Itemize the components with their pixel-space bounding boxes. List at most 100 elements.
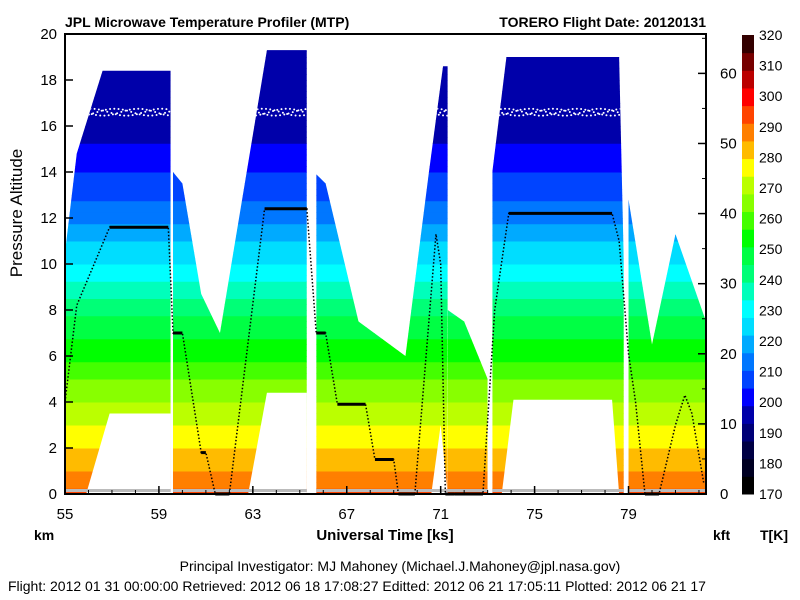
tropopause-point	[323, 110, 326, 113]
tropopause-point	[363, 113, 366, 116]
tropopause-point	[85, 108, 88, 111]
tropopause-point	[191, 112, 194, 115]
temperature-band	[316, 258, 448, 265]
temperature-band	[316, 40, 447, 46]
temperature-band	[447, 373, 488, 380]
tropopause-point	[239, 112, 242, 115]
temperature-band	[628, 350, 706, 357]
tropopause-point	[612, 109, 615, 112]
kft-tick-label: 60	[720, 65, 737, 82]
temperature-band	[316, 384, 448, 391]
temperature-band	[173, 315, 307, 322]
temperature-band	[492, 338, 624, 345]
tropopause-point	[300, 108, 303, 111]
temperature-band	[628, 246, 706, 253]
temperature-band	[447, 413, 488, 420]
tropopause-point	[556, 107, 559, 110]
tropopause-point	[506, 112, 509, 115]
kft-unit-label: kft	[713, 527, 730, 543]
tropopause-point	[111, 113, 114, 116]
colorbar-tick-label: 290	[759, 119, 783, 135]
temperature-band	[492, 310, 624, 317]
tropopause-point	[364, 107, 367, 110]
temperature-band	[629, 143, 706, 149]
temperature-band	[316, 350, 448, 357]
temperature-band	[316, 108, 448, 115]
tropopause-point	[553, 113, 556, 116]
temperature-band	[173, 143, 307, 150]
tropopause-point	[166, 114, 169, 117]
temperature-band	[316, 436, 448, 443]
tropopause-point	[107, 114, 110, 117]
temperature-band	[65, 154, 171, 161]
tropopause-point	[253, 110, 256, 113]
temperature-band	[629, 120, 706, 126]
temperature-band	[492, 62, 624, 69]
tropopause-point	[571, 107, 574, 110]
tropopause-point	[235, 113, 238, 116]
temperature-band	[448, 235, 488, 241]
tropopause-point	[288, 107, 291, 110]
temperature-band	[448, 97, 488, 103]
temperature-band	[447, 442, 488, 449]
temperature-band	[492, 57, 624, 58]
tropopause-point	[334, 114, 337, 117]
temperature-band	[65, 310, 171, 317]
tropopause-point	[162, 113, 165, 116]
temperature-band	[447, 425, 488, 432]
temperature-band	[65, 402, 171, 409]
tropopause-point	[357, 110, 360, 113]
tropopause-point	[303, 114, 306, 117]
temperature-band	[447, 361, 488, 368]
tropopause-point	[389, 113, 392, 116]
temperature-band	[492, 195, 624, 202]
plot-area	[64, 40, 706, 496]
temperature-band	[316, 166, 448, 173]
colorbar-tick-label: 220	[759, 333, 783, 349]
tropopause-point	[382, 113, 385, 116]
tropopause-point	[536, 108, 539, 111]
temperature-band	[629, 138, 706, 144]
temperature-band	[316, 269, 448, 276]
kft-tick-label: 20	[720, 346, 737, 363]
no-data-region	[431, 425, 448, 494]
tropopause-point	[207, 114, 210, 117]
tropopause-point	[225, 109, 228, 112]
temperature-band	[173, 465, 307, 472]
temperature-band	[448, 189, 488, 195]
temperature-band	[492, 229, 624, 236]
temperature-band	[65, 149, 171, 156]
tropopause-point	[527, 107, 530, 110]
temperature-band	[492, 379, 624, 386]
temperature-band	[492, 189, 624, 196]
temperature-band	[628, 436, 706, 443]
tropopause-point	[256, 108, 259, 111]
temperature-band	[447, 350, 488, 357]
temperature-band	[628, 310, 706, 317]
temperature-band	[316, 367, 448, 374]
temperature-band	[448, 120, 488, 126]
tropopause-point	[437, 113, 440, 116]
tropopause-point	[173, 108, 176, 111]
tropopause-point	[429, 111, 432, 114]
tropopause-point	[193, 107, 196, 110]
temperature-band	[447, 379, 488, 386]
tropopause-point	[439, 111, 442, 114]
tropopause-point	[198, 114, 201, 117]
tropopause-point	[446, 114, 448, 117]
temperature-band	[316, 85, 448, 92]
tropopause-point	[238, 112, 241, 115]
tropopause-point	[76, 109, 79, 112]
temperature-band	[448, 201, 488, 207]
temperature-band	[447, 465, 488, 472]
temperature-band	[173, 91, 307, 98]
temperature-band	[173, 114, 307, 121]
tropopause-point	[124, 109, 127, 112]
temperature-band	[629, 63, 706, 69]
temperature-band	[173, 154, 307, 161]
tropopause-point	[165, 108, 168, 111]
tropopause-point	[210, 111, 213, 114]
temperature-band	[65, 46, 171, 52]
temperature-band	[629, 40, 706, 46]
temperature-band	[173, 436, 307, 443]
